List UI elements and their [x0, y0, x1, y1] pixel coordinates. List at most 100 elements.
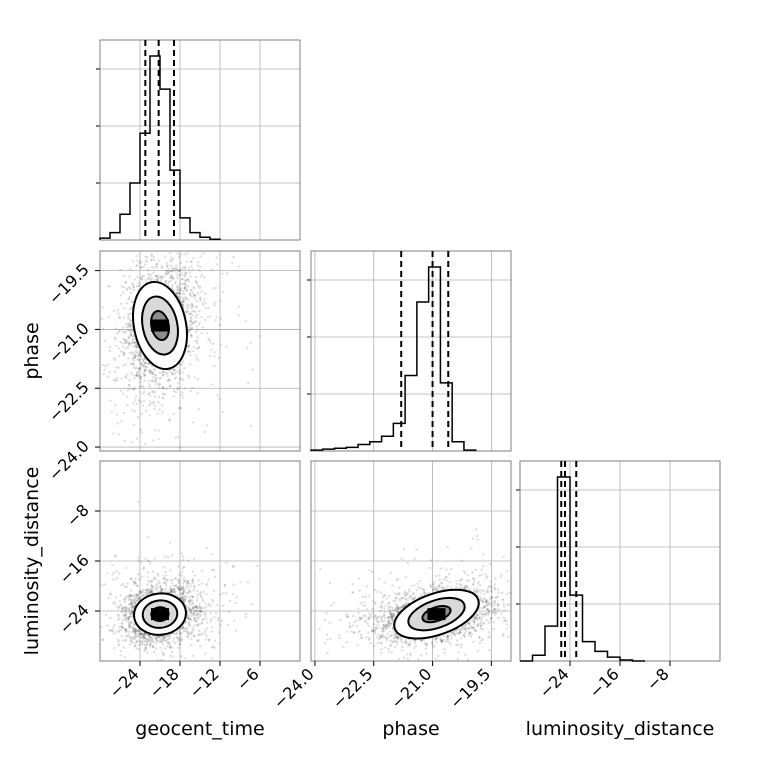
sample-point	[258, 334, 261, 338]
sample-point	[149, 402, 153, 406]
sample-point	[149, 639, 152, 642]
sample-point	[163, 566, 166, 569]
sample-point	[100, 625, 103, 629]
sample-point	[394, 596, 397, 600]
sample-point	[125, 607, 128, 610]
sample-point	[190, 326, 194, 329]
sample-point	[145, 409, 148, 412]
sample-point	[128, 342, 132, 345]
sample-point	[186, 617, 189, 620]
sample-point	[191, 627, 194, 630]
sample-point	[210, 383, 214, 386]
sample-point	[383, 594, 386, 597]
sample-point	[186, 582, 189, 585]
sample-point	[185, 605, 188, 608]
sample-point	[137, 500, 140, 504]
sample-point	[186, 580, 189, 583]
sample-point	[139, 362, 143, 365]
sample-point	[142, 593, 146, 597]
sample-point	[193, 611, 196, 615]
sample-point	[211, 568, 214, 572]
sample-point	[367, 616, 370, 619]
sample-point	[208, 338, 212, 342]
sample-point	[194, 330, 198, 333]
sample-point	[126, 635, 129, 638]
sample-point	[166, 375, 169, 378]
sample-point	[201, 326, 204, 329]
sample-point	[183, 293, 186, 296]
sample-point	[195, 325, 198, 328]
sample-point	[142, 265, 145, 269]
sample-point	[195, 357, 199, 360]
sample-point	[188, 618, 191, 621]
sample-point	[117, 432, 121, 436]
sample-point	[113, 404, 117, 407]
sample-point	[128, 383, 131, 387]
sample-point	[170, 276, 173, 279]
sample-point	[149, 588, 153, 591]
sample-point	[193, 609, 196, 612]
sample-point	[129, 598, 132, 601]
sample-point	[389, 639, 392, 642]
sample-point	[191, 303, 194, 307]
sample-point	[185, 627, 189, 630]
sample-point	[134, 355, 137, 358]
sample-point	[143, 390, 146, 394]
sample-point	[186, 579, 189, 583]
sample-point	[494, 596, 498, 599]
sample-point	[181, 303, 185, 307]
sample-point	[133, 363, 136, 367]
scatter-points-phase-luminosity_distance	[318, 528, 512, 661]
sample-point	[170, 274, 173, 278]
sample-point	[136, 346, 139, 349]
sample-point	[190, 614, 193, 618]
sample-point	[134, 602, 137, 605]
sample-point	[176, 586, 179, 589]
sample-point	[150, 589, 153, 593]
sample-point	[201, 621, 204, 624]
sample-point	[397, 606, 401, 610]
sample-point	[176, 284, 179, 288]
sample-point	[172, 278, 175, 281]
sample-point	[157, 658, 160, 661]
sample-point	[185, 289, 188, 292]
sample-point	[180, 393, 184, 397]
sample-point	[192, 614, 196, 617]
sample-point	[157, 384, 161, 387]
sample-point	[207, 602, 211, 606]
sample-point	[125, 341, 128, 344]
sample-point	[157, 259, 161, 262]
sample-point	[180, 406, 183, 410]
sample-point	[406, 561, 409, 565]
sample-point	[359, 618, 363, 621]
sample-point	[136, 635, 140, 638]
sample-point	[123, 609, 127, 612]
sample-point	[203, 318, 207, 322]
sample-point	[197, 634, 200, 637]
sample-point	[379, 609, 382, 613]
sample-point	[184, 627, 188, 631]
sample-point	[182, 378, 185, 382]
sample-point	[171, 590, 175, 593]
sample-point	[184, 599, 187, 602]
sample-point	[121, 608, 124, 611]
sample-point	[142, 358, 146, 361]
sample-point	[193, 634, 196, 638]
sample-point	[128, 603, 131, 606]
sample-point	[178, 269, 181, 272]
sample-point	[195, 606, 198, 609]
sample-point	[117, 630, 121, 633]
sample-point	[191, 310, 194, 313]
sample-point	[191, 612, 195, 616]
sample-point	[146, 366, 149, 369]
sample-point	[195, 282, 199, 285]
sample-point	[114, 596, 118, 599]
sample-point	[135, 630, 138, 633]
sample-point	[137, 634, 140, 637]
sample-point	[480, 589, 483, 592]
sample-point	[136, 275, 139, 279]
sample-point	[140, 590, 143, 593]
sample-point	[183, 296, 186, 299]
sample-point	[192, 293, 196, 297]
